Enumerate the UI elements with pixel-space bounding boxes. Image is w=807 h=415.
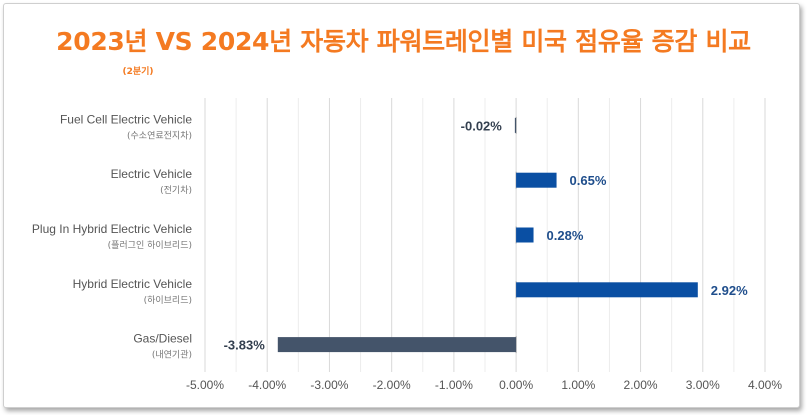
- chart-subtitle: (2분기): [122, 67, 154, 77]
- category-label: Gas/Diesel: [133, 332, 192, 346]
- category-label: Plug In Hybrid Electric Vehicle: [32, 222, 192, 236]
- category-label: Electric Vehicle: [111, 167, 193, 181]
- category-sublabel: (플러그인 하이브리드): [108, 240, 192, 251]
- data-label: 2.92%: [711, 283, 748, 298]
- x-tick-label: -2.00%: [373, 378, 411, 392]
- data-label: -0.02%: [461, 118, 503, 133]
- category-label: Fuel Cell Electric Vehicle: [60, 112, 192, 126]
- bar: [516, 172, 557, 188]
- bar: [514, 117, 517, 133]
- data-label: -3.83%: [224, 338, 266, 353]
- chart-title: 2023년 VS 2024년 자동차 파워트레인별 미국 점유율 증감 비교: [56, 27, 751, 56]
- bar: [516, 227, 534, 243]
- x-tick-label: 1.00%: [561, 378, 595, 392]
- x-tick-label: -3.00%: [310, 378, 348, 392]
- data-label: 0.65%: [570, 173, 607, 188]
- category-sublabel: (수소연료전지차): [127, 129, 192, 141]
- x-tick-label: 2.00%: [624, 378, 658, 392]
- x-tick-label: 3.00%: [686, 378, 720, 392]
- bar: [516, 282, 698, 298]
- x-tick-label: -5.00%: [186, 378, 224, 392]
- data-label: 0.28%: [547, 228, 584, 243]
- x-tick-label: 0.00%: [499, 378, 533, 392]
- bar: [277, 337, 517, 353]
- x-tick-label: -1.00%: [435, 378, 473, 392]
- category-sublabel: (내연기관): [152, 350, 192, 361]
- x-tick-label: 4.00%: [748, 378, 782, 392]
- category-sublabel: (전기차): [160, 184, 192, 196]
- category-sublabel: (하이브리드): [144, 295, 192, 306]
- x-tick-label: -4.00%: [248, 378, 286, 392]
- category-label: Hybrid Electric Vehicle: [73, 277, 193, 291]
